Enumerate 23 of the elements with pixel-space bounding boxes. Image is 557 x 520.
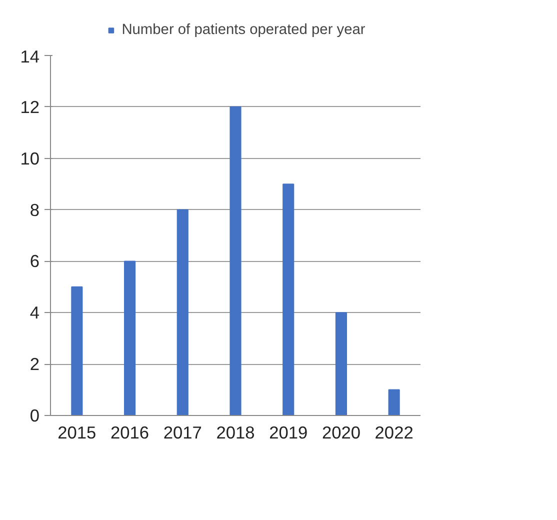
bar	[230, 106, 242, 416]
y-tick-label: 4	[30, 302, 40, 323]
y-tick-label: 8	[30, 200, 40, 220]
y-tick-label: 2	[30, 354, 40, 374]
y-tick-label: 12	[20, 96, 40, 117]
legend-label: Number of patients operated per year	[122, 22, 366, 38]
x-tick-label: 2015	[58, 422, 96, 442]
y-tick-label: 0	[30, 406, 40, 426]
y-tick-label: 6	[30, 251, 40, 272]
x-tick-label: 2020	[322, 422, 361, 442]
bar	[71, 286, 83, 416]
x-tick-label: 2016	[110, 422, 150, 442]
bar	[282, 184, 294, 416]
x-tick-label: 2017	[163, 422, 202, 442]
bar	[335, 312, 347, 416]
x-tick-label: 2018	[216, 422, 255, 442]
y-tick-label: 14	[20, 46, 40, 66]
x-tick-label: 2022	[374, 422, 414, 442]
y-tick-label: 10	[20, 148, 40, 168]
bar	[124, 260, 136, 416]
bar	[176, 209, 188, 416]
bar	[388, 389, 400, 416]
x-tick-label: 2019	[269, 422, 308, 442]
